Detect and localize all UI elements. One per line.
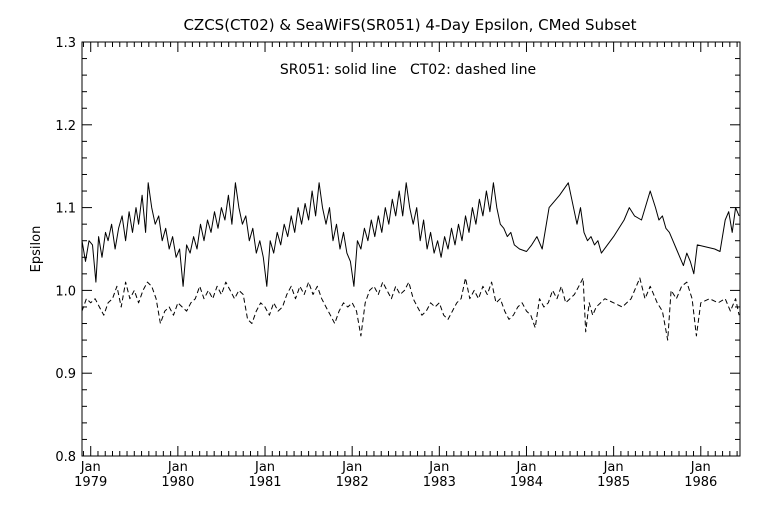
y-tick-label: 0.8 xyxy=(55,450,76,465)
x-tick-year-label: 1981 xyxy=(248,475,281,490)
x-tick-month-label: Jan xyxy=(515,460,536,475)
y-axis-ticks: 0.8 0.9 1.0 1.1 1.2 1.3 xyxy=(55,36,740,465)
x-tick-year-label: 1983 xyxy=(423,475,456,490)
y-tick-label: 1.0 xyxy=(55,284,76,299)
chart-title: CZCS(CT02) & SeaWiFS(SR051) 4-Day Epsilo… xyxy=(183,16,636,34)
plot-frame xyxy=(81,41,741,457)
series-line-ct02 xyxy=(81,277,740,341)
x-axis-ticks: Jan1979Jan1980Jan1981Jan1982Jan1983Jan19… xyxy=(74,42,738,490)
y-tick-label: 1.3 xyxy=(55,36,76,51)
x-tick-month-label: Jan xyxy=(254,460,275,475)
y-tick-label: 1.2 xyxy=(55,119,76,134)
x-tick-month-label: Jan xyxy=(341,460,362,475)
series-annotation: SR051: solid line CT02: dashed line xyxy=(280,62,536,78)
x-tick-year-label: 1979 xyxy=(74,475,107,490)
x-tick-month-label: Jan xyxy=(167,460,188,475)
y-tick-label: 0.9 xyxy=(55,367,76,382)
x-tick-month-label: Jan xyxy=(80,460,101,475)
x-tick-month-label: Jan xyxy=(690,460,711,475)
x-tick-month-label: Jan xyxy=(428,460,449,475)
x-tick-year-label: 1982 xyxy=(336,475,369,490)
x-tick-year-label: 1984 xyxy=(510,475,543,490)
series-lines xyxy=(81,182,740,341)
x-tick-year-label: 1985 xyxy=(597,475,630,490)
x-tick-year-label: 1986 xyxy=(684,475,717,490)
x-tick-month-label: Jan xyxy=(603,460,624,475)
series-line-sr051 xyxy=(81,182,740,287)
y-axis-label: Epsilon xyxy=(29,226,44,273)
x-tick-year-label: 1980 xyxy=(161,475,194,490)
y-tick-label: 1.1 xyxy=(55,202,76,217)
